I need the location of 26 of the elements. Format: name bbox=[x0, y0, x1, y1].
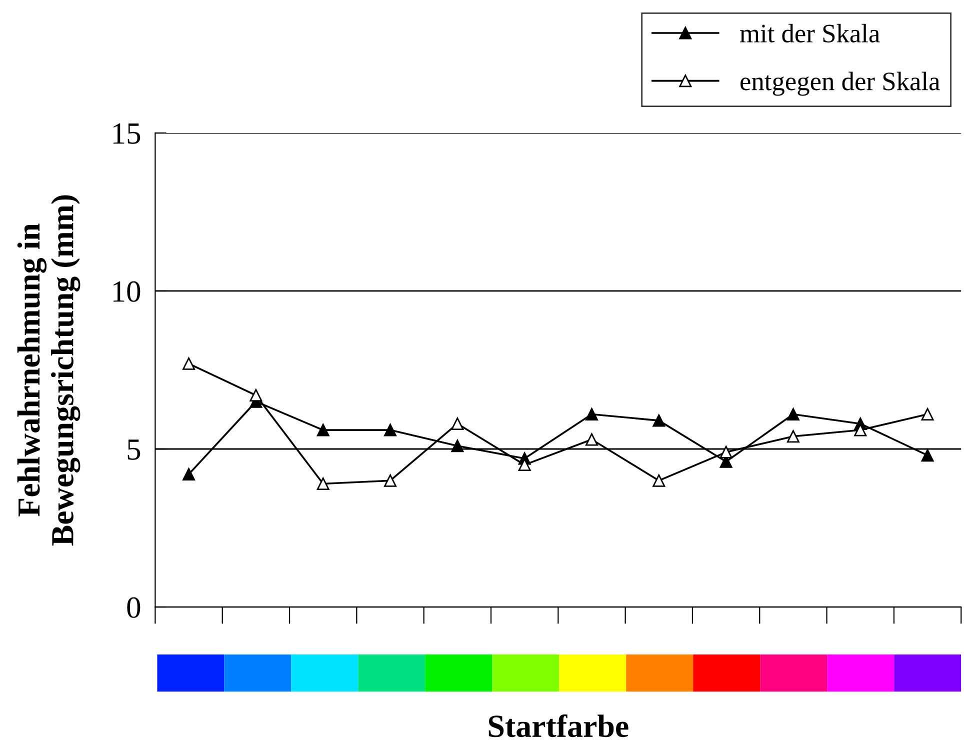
point bbox=[652, 414, 666, 427]
y-axis-title: Fehlwahrnehmung in Bewegungsrichtung (mm) bbox=[17, 195, 80, 546]
point bbox=[451, 440, 464, 452]
point bbox=[585, 433, 598, 446]
point bbox=[921, 408, 934, 420]
point bbox=[451, 417, 464, 430]
point bbox=[786, 408, 800, 420]
point bbox=[921, 449, 934, 462]
point bbox=[786, 430, 800, 443]
point bbox=[316, 424, 330, 436]
point bbox=[316, 478, 330, 490]
point bbox=[250, 389, 262, 402]
point bbox=[585, 408, 598, 420]
y-tick-label: 10 bbox=[113, 281, 140, 302]
point bbox=[652, 474, 666, 487]
y-tick-label: 5 bbox=[128, 440, 140, 460]
point bbox=[384, 474, 397, 487]
point bbox=[182, 357, 196, 370]
legend-label: mit der Skala bbox=[740, 24, 880, 42]
point bbox=[384, 424, 397, 436]
x-axis-title: Startfarbe bbox=[488, 714, 628, 738]
y-tick-label: 15 bbox=[113, 123, 140, 144]
point bbox=[182, 468, 196, 481]
point bbox=[720, 446, 732, 458]
y-tick-label: 0 bbox=[127, 597, 140, 618]
legend-label: entgegen der Skala bbox=[740, 72, 940, 96]
